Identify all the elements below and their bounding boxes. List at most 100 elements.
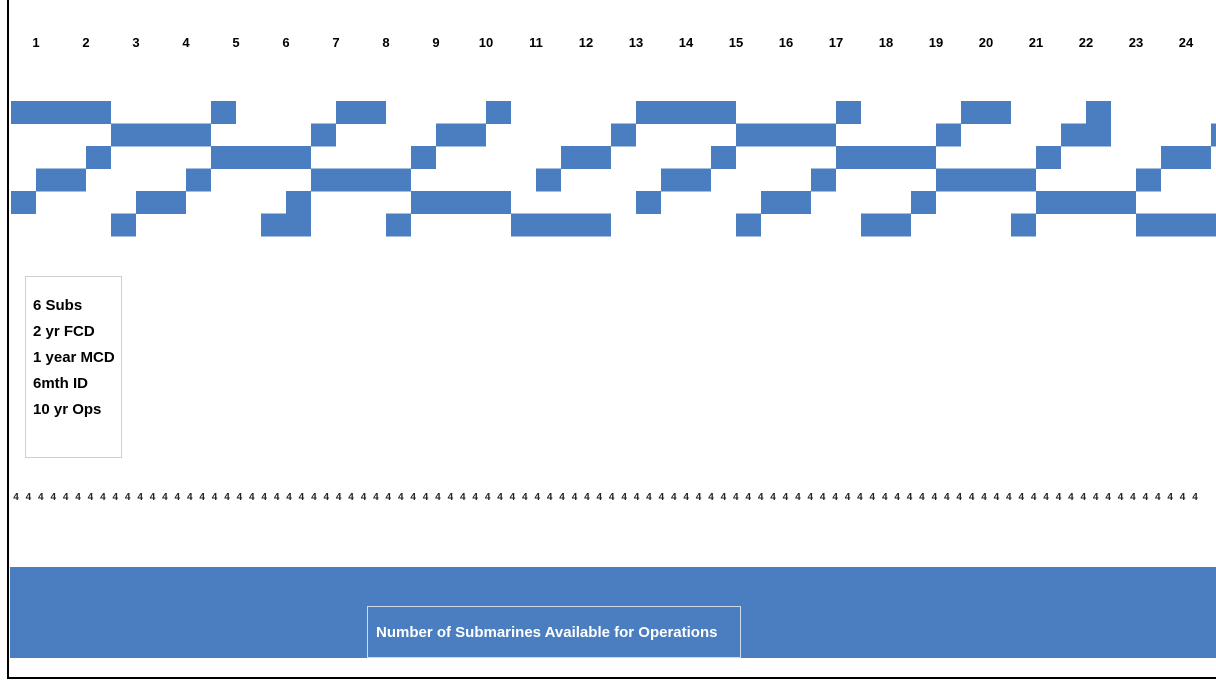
availability-count: 4 [311, 492, 317, 503]
availability-count: 4 [1130, 492, 1136, 503]
schedule-bar [636, 191, 661, 214]
schedule-bar [136, 191, 186, 214]
schedule-bar [611, 123, 636, 147]
availability-count: 4 [832, 492, 838, 503]
year-tick: 4 [182, 35, 190, 50]
availability-count: 4 [646, 492, 652, 503]
schedule-bar [11, 101, 111, 124]
availability-count: 4 [26, 492, 32, 503]
schedule-bar [261, 213, 311, 237]
availability-count: 4 [671, 492, 677, 503]
availability-count: 4 [1081, 492, 1087, 503]
year-tick: 14 [679, 35, 694, 50]
availability-count: 4 [894, 492, 900, 503]
availability-count: 4 [237, 492, 243, 503]
availability-count: 4 [609, 492, 615, 503]
availability-count: 4 [634, 492, 640, 503]
availability-count: 4 [795, 492, 801, 503]
schedule-bar [436, 123, 486, 147]
availability-count: 4 [845, 492, 851, 503]
availability-count: 4 [820, 492, 826, 503]
availability-count: 4 [75, 492, 81, 503]
schedule-bar [836, 146, 936, 169]
availability-count: 4 [1006, 492, 1012, 503]
schedule-bar [1161, 146, 1211, 169]
year-tick: 21 [1029, 35, 1043, 50]
year-tick: 1 [32, 35, 39, 50]
assumption-ops: 10 yr Ops [33, 401, 102, 418]
schedule-bar [486, 101, 511, 124]
year-tick: 16 [779, 35, 793, 50]
schedule-bar [961, 101, 1011, 124]
availability-count: 4 [50, 492, 56, 503]
schedule-bar [711, 146, 736, 169]
assumption-subs: 6 Subs [33, 297, 83, 314]
schedule-bar [111, 213, 136, 237]
availability-count: 4 [981, 492, 987, 503]
chart-frame [7, 0, 1216, 679]
availability-count: 4 [1018, 492, 1024, 503]
schedule-bar [1136, 213, 1216, 237]
schedule-bar [936, 168, 1036, 192]
year-tick: 2 [82, 35, 89, 50]
availability-count: 4 [1031, 492, 1037, 503]
schedule-bar [1211, 123, 1216, 147]
schedule-bar [86, 146, 111, 169]
schedule-bars [11, 101, 1216, 237]
availability-count: 4 [299, 492, 305, 503]
availability-count: 4 [597, 492, 603, 503]
availability-count: 4 [522, 492, 528, 503]
availability-count: 4 [386, 492, 392, 503]
schedule-bar [211, 101, 236, 124]
availability-count: 4 [485, 492, 491, 503]
availability-count: 4 [758, 492, 764, 503]
availability-count: 4 [733, 492, 739, 503]
schedule-bar [111, 123, 211, 147]
year-tick: 9 [432, 35, 439, 50]
year-tick: 7 [332, 35, 339, 50]
assumption-id: 6mth ID [33, 375, 89, 392]
availability-count: 4 [1192, 492, 1198, 503]
availability-count: 4 [100, 492, 106, 503]
schedule-bar [186, 168, 211, 192]
availability-count: 4 [683, 492, 689, 503]
schedule-bar [1036, 191, 1136, 214]
schedule-bar [561, 146, 611, 169]
schedule-bar [511, 213, 611, 237]
availability-count: 4 [38, 492, 44, 503]
schedule-bar [636, 101, 736, 124]
availability-count: 4 [1118, 492, 1124, 503]
availability-count: 4 [783, 492, 789, 503]
availability-count: 4 [559, 492, 565, 503]
availability-count: 4 [1105, 492, 1111, 503]
operations-band [10, 567, 1216, 658]
year-tick: 11 [529, 35, 543, 50]
schedule-bar [936, 123, 961, 147]
schedule-bar [1136, 168, 1161, 192]
availability-count: 4 [373, 492, 379, 503]
schedule-bar [736, 123, 836, 147]
assumption-mcd: 1 year MCD [33, 349, 115, 366]
operations-band-label: Number of Submarines Available for Opera… [367, 606, 741, 658]
availability-count: 4 [212, 492, 218, 503]
availability-count: 4 [286, 492, 292, 503]
year-tick: 18 [879, 35, 893, 50]
availability-count: 4 [969, 492, 975, 503]
availability-count: 4 [336, 492, 342, 503]
year-tick: 13 [629, 35, 643, 50]
schedule-bar [311, 168, 411, 192]
availability-count: 4 [150, 492, 156, 503]
availability-count: 4 [534, 492, 540, 503]
availability-count: 4 [1180, 492, 1186, 503]
schedule-bar [1011, 213, 1036, 237]
availability-count: 4 [745, 492, 751, 503]
availability-count: 4 [1056, 492, 1062, 503]
availability-count: 4 [994, 492, 1000, 503]
schedule-bar [736, 213, 761, 237]
availability-count: 4 [398, 492, 404, 503]
year-tick: 24 [1179, 35, 1194, 50]
availability-count: 4 [932, 492, 938, 503]
year-tick: 23 [1129, 35, 1143, 50]
availability-count: 4 [1167, 492, 1173, 503]
